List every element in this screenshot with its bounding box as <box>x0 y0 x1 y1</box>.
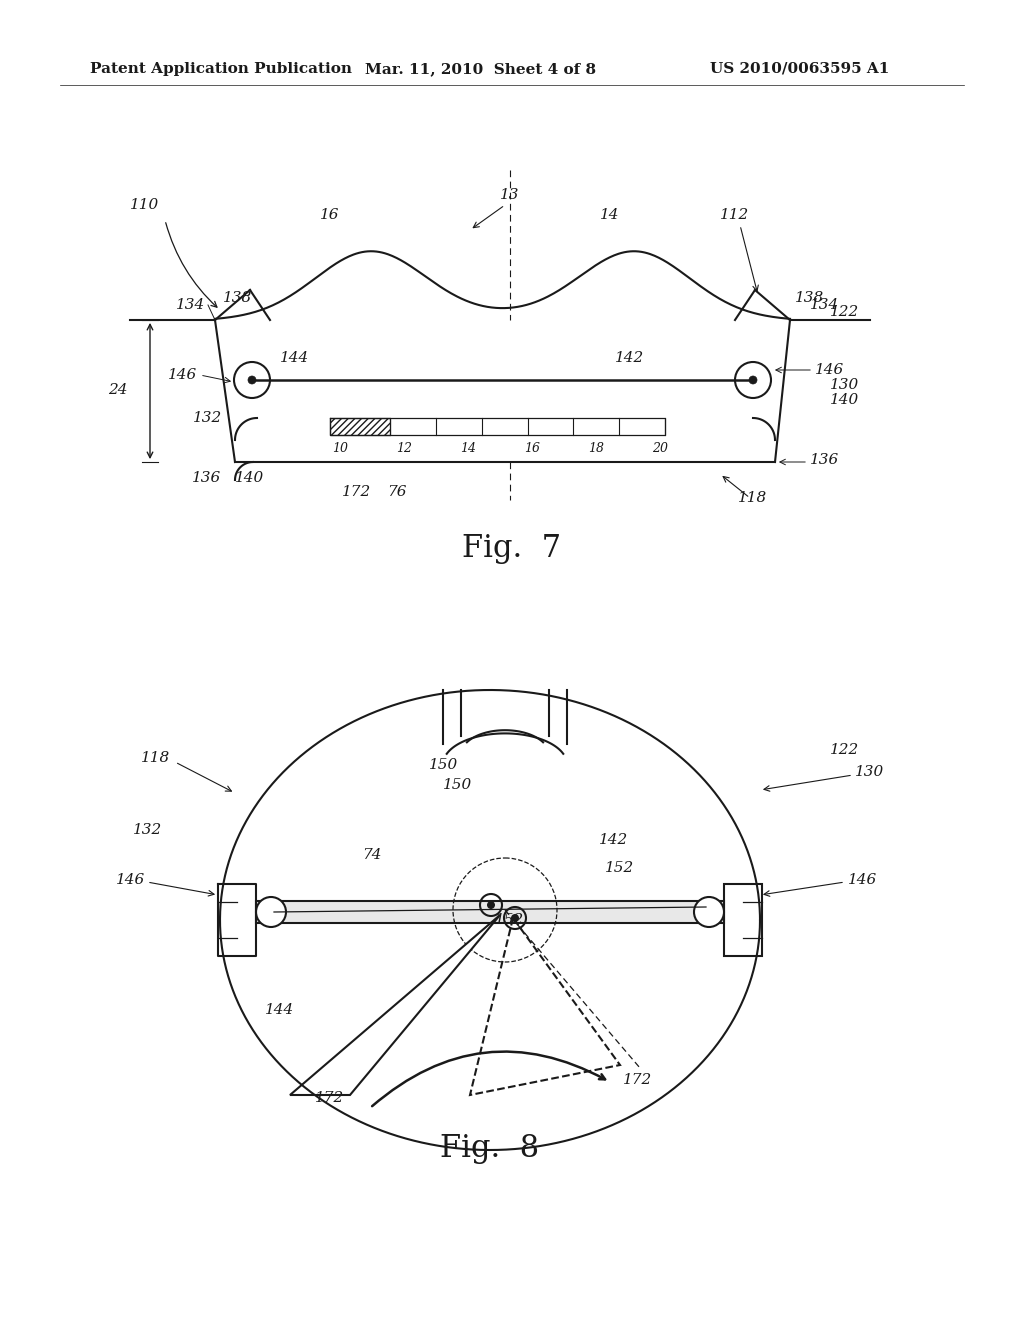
Text: 146: 146 <box>168 368 197 381</box>
Circle shape <box>749 376 757 384</box>
Text: 150: 150 <box>429 758 459 772</box>
Text: 12: 12 <box>396 442 412 455</box>
Text: 142: 142 <box>599 833 629 847</box>
Text: 112: 112 <box>720 209 750 222</box>
Circle shape <box>256 898 286 927</box>
Text: 172: 172 <box>624 1073 652 1086</box>
Text: 130: 130 <box>830 378 859 392</box>
Bar <box>330 418 390 436</box>
Text: 110: 110 <box>130 198 160 213</box>
Text: 172: 172 <box>342 484 372 499</box>
Text: 122: 122 <box>830 743 859 756</box>
Text: 74: 74 <box>362 847 382 862</box>
Text: 18: 18 <box>588 442 604 455</box>
Text: Fig.  8: Fig. 8 <box>440 1133 540 1163</box>
Text: 132: 132 <box>193 411 222 425</box>
Text: 10: 10 <box>332 442 348 455</box>
Circle shape <box>694 898 724 927</box>
Text: Fig.  7: Fig. 7 <box>463 532 561 564</box>
Bar <box>724 884 762 956</box>
Text: 146: 146 <box>815 363 844 378</box>
Text: 14: 14 <box>600 209 620 222</box>
Text: 138: 138 <box>223 290 253 305</box>
Text: 76: 76 <box>387 484 407 499</box>
Text: 16: 16 <box>524 442 540 455</box>
Text: 138: 138 <box>795 290 824 305</box>
Text: 16: 16 <box>321 209 340 222</box>
Text: Mar. 11, 2010  Sheet 4 of 8: Mar. 11, 2010 Sheet 4 of 8 <box>365 62 596 77</box>
Text: 144: 144 <box>265 1003 295 1016</box>
Text: 140: 140 <box>236 471 264 484</box>
Text: 146: 146 <box>848 873 878 887</box>
Circle shape <box>248 376 256 384</box>
Polygon shape <box>290 915 500 1096</box>
Circle shape <box>511 913 519 921</box>
Text: 144: 144 <box>281 351 309 366</box>
Text: 152: 152 <box>605 861 635 875</box>
Text: 13: 13 <box>501 187 520 202</box>
Text: 122: 122 <box>830 305 859 319</box>
Text: 118: 118 <box>738 491 768 506</box>
Text: 172: 172 <box>315 1092 345 1105</box>
Text: Patent Application Publication: Patent Application Publication <box>90 62 352 77</box>
Text: 132: 132 <box>133 822 162 837</box>
Text: US 2010/0063595 A1: US 2010/0063595 A1 <box>710 62 890 77</box>
Text: 136: 136 <box>810 453 840 467</box>
Text: 142: 142 <box>615 351 645 366</box>
Text: 134: 134 <box>810 298 840 312</box>
Text: 14: 14 <box>460 442 476 455</box>
Bar <box>256 902 724 923</box>
Text: 146: 146 <box>116 873 145 887</box>
Text: 150: 150 <box>443 777 473 792</box>
Text: 140: 140 <box>830 393 859 407</box>
Text: 136: 136 <box>193 471 221 484</box>
Text: 118: 118 <box>140 751 170 766</box>
Circle shape <box>487 902 495 909</box>
Text: 152: 152 <box>496 913 524 927</box>
Text: 20: 20 <box>652 442 668 455</box>
Text: 130: 130 <box>855 766 885 779</box>
Text: 134: 134 <box>176 298 205 312</box>
Text: 24: 24 <box>109 383 128 397</box>
